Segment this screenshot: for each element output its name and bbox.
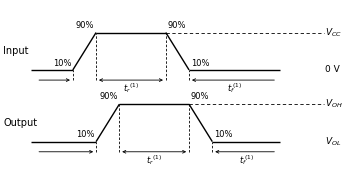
Text: 90%: 90% <box>99 92 118 101</box>
Text: 10%: 10% <box>191 59 209 68</box>
Text: Output: Output <box>3 118 37 128</box>
Text: 90%: 90% <box>191 92 209 101</box>
Text: 90%: 90% <box>76 21 94 30</box>
Text: $t_r$$^{(1)}$: $t_r$$^{(1)}$ <box>146 153 162 167</box>
Text: $t_f$$^{(1)}$: $t_f$$^{(1)}$ <box>227 81 243 95</box>
Text: 10%: 10% <box>76 130 94 139</box>
Text: $V_{OH}$: $V_{OH}$ <box>325 98 343 111</box>
Text: $t_r$$^{(1)}$: $t_r$$^{(1)}$ <box>123 81 139 95</box>
Text: 0 V: 0 V <box>325 65 340 75</box>
Text: 10%: 10% <box>53 59 71 68</box>
Text: $V_{OL}$: $V_{OL}$ <box>325 135 342 148</box>
Text: $t_f$$^{(1)}$: $t_f$$^{(1)}$ <box>239 153 254 167</box>
Text: 10%: 10% <box>214 130 233 139</box>
Text: $V_{CC}$: $V_{CC}$ <box>325 26 342 39</box>
Text: 90%: 90% <box>167 21 186 30</box>
Text: Input: Input <box>3 46 29 56</box>
